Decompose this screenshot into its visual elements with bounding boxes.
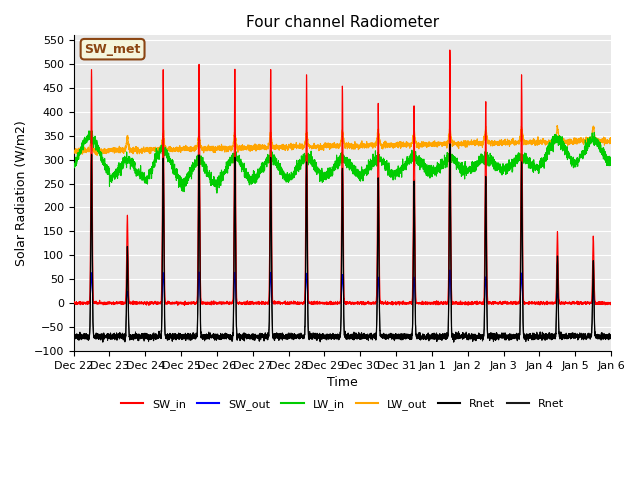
Legend: SW_in, SW_out, LW_in, LW_out, Rnet, Rnet: SW_in, SW_out, LW_in, LW_out, Rnet, Rnet xyxy=(116,395,568,415)
Title: Four channel Radiometer: Four channel Radiometer xyxy=(246,15,439,30)
Text: SW_met: SW_met xyxy=(84,43,141,56)
Y-axis label: Solar Radiation (W/m2): Solar Radiation (W/m2) xyxy=(15,120,28,266)
X-axis label: Time: Time xyxy=(327,376,358,389)
